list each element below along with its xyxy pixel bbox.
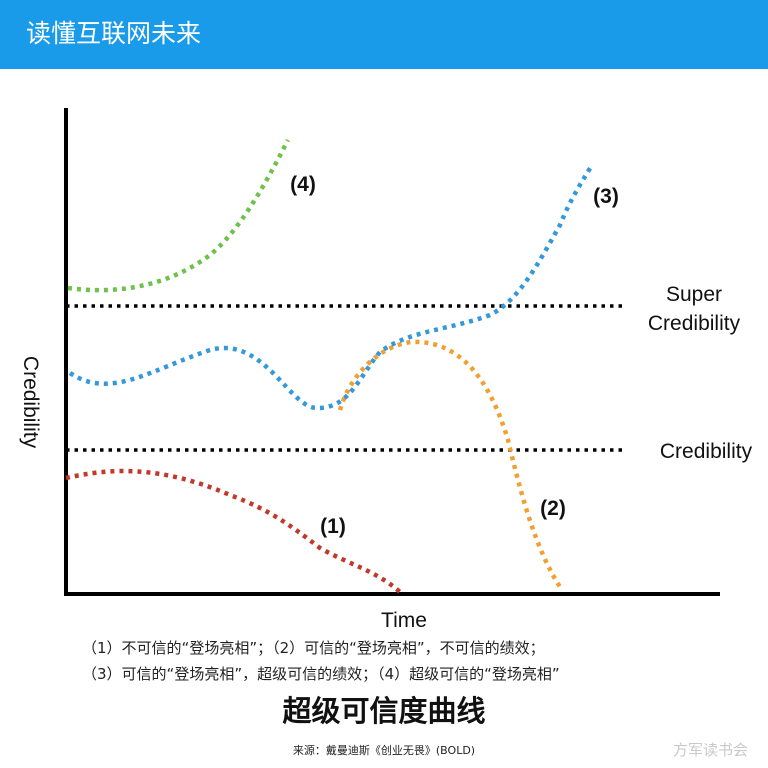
series-label-4: (4) xyxy=(290,173,316,196)
series-1-curve xyxy=(65,468,402,594)
super-label-line2: Credibility xyxy=(648,312,741,335)
series-label-1: (1) xyxy=(320,515,346,538)
series-label-3: (3) xyxy=(593,185,619,208)
header-banner: 读懂互联网未来 xyxy=(0,0,768,69)
series-3-curve xyxy=(68,163,594,411)
caption-line-1: （1）不可信的“登场亮相”；（2）可信的“登场亮相”，不可信的绩效； xyxy=(82,639,545,657)
series-2-curve xyxy=(337,339,564,592)
watermark: 方军读书会 xyxy=(672,741,748,759)
credibility-label: Credibility xyxy=(660,440,753,463)
chart-title: 超级可信度曲线 xyxy=(282,694,486,728)
super-label-line1: Super xyxy=(666,283,722,306)
series-4-curve xyxy=(67,138,291,293)
x-axis-label: Time xyxy=(381,609,427,632)
banner-title: 读懂互联网未来 xyxy=(26,19,202,48)
caption-line-2: （3）可信的“登场亮相”，超级可信的绩效；（4）超级可信的“登场亮相” xyxy=(82,665,560,683)
source-text: 来源：戴曼迪斯《创业无畏》(BOLD) xyxy=(292,744,476,757)
y-axis-label: Credibility xyxy=(19,356,42,449)
series-label-2: (2) xyxy=(540,497,566,520)
